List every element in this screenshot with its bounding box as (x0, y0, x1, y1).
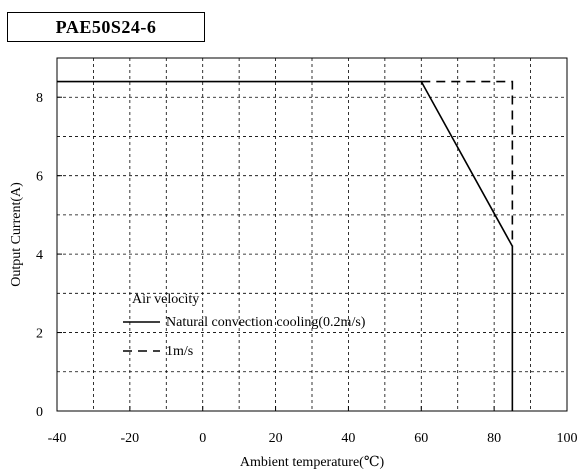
x-axis-title: Ambient temperature(℃) (240, 455, 385, 470)
axis-ticks: -40 -20 0 20 40 60 80 100 0 2 4 6 8 (36, 91, 578, 446)
grid-lines (57, 57, 567, 411)
y-tick-label: 6 (36, 170, 43, 185)
x-tick-label: 20 (269, 431, 283, 446)
legend-label-2: 1m/s (166, 344, 193, 359)
y-tick-label: 0 (36, 405, 43, 420)
x-tick-label: -40 (48, 431, 67, 446)
x-tick-label: -20 (121, 431, 140, 446)
x-tick-label: 80 (487, 431, 501, 446)
x-tick-label: 60 (414, 431, 428, 446)
legend-title: Air velocity (132, 292, 199, 307)
x-tick-label: 100 (557, 431, 578, 446)
chart-title: PAE50S24-6 (7, 12, 205, 42)
y-tick-label: 2 (36, 327, 43, 342)
x-tick-label: 0 (199, 431, 206, 446)
legend: Air velocity Natural convection cooling(0… (123, 292, 366, 359)
series-line-2 (421, 80, 514, 247)
series-group (57, 80, 514, 411)
y-tick-label: 8 (36, 91, 43, 106)
series-line-1 (57, 80, 514, 411)
y-axis-title: Output Current(A) (9, 182, 24, 287)
y-tick-label: 4 (36, 248, 43, 263)
x-tick-label: 40 (341, 431, 355, 446)
plot-frame (56, 57, 568, 412)
legend-label-1: Natural convection cooling(0.2m/s) (166, 315, 366, 330)
